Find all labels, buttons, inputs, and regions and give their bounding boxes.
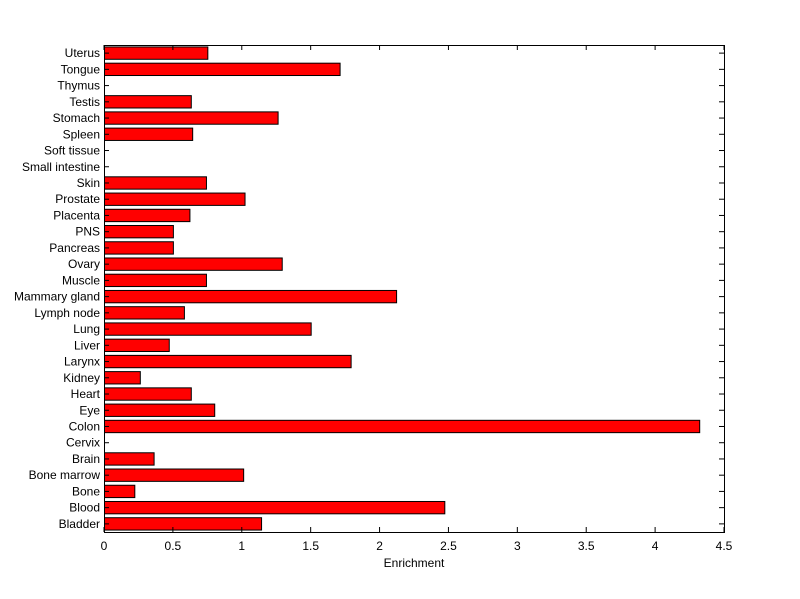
- y-tick-label-cervix: Cervix: [66, 436, 100, 450]
- x-axis-label: Enrichment: [384, 556, 445, 570]
- y-tick-label-muscle: Muscle: [62, 273, 100, 287]
- y-tick-label-eye: Eye: [79, 403, 100, 417]
- y-tick-label-stomach: Stomach: [53, 111, 100, 125]
- x-tick-label-5: 2.5: [440, 539, 457, 553]
- bar-blood: [104, 500, 446, 515]
- y-tick-label-tongue: Tongue: [61, 62, 101, 76]
- bar-tongue: [104, 62, 341, 77]
- y-tick-label-pancreas: Pancreas: [49, 241, 100, 255]
- bar-testis: [104, 95, 192, 109]
- bar-larynx: [104, 354, 352, 369]
- y-tick-label-spleen: Spleen: [63, 127, 100, 141]
- ticks-group: Bladder Blood Bone Bone marrow Brain Cervix Co…: [14, 45, 733, 553]
- bar-uterus: [104, 46, 209, 60]
- bar-stomach: [104, 111, 279, 125]
- x-tick-label-4: 2: [376, 539, 383, 553]
- plot-frame: [104, 45, 725, 533]
- bar-prostate: [104, 192, 246, 206]
- x-tick-label-6: 3: [514, 539, 521, 553]
- bar-mammary-gland: [104, 289, 398, 304]
- y-tick-label-brain: Brain: [72, 452, 100, 466]
- bar-ovary: [104, 257, 283, 271]
- y-tick-label-lymph-node: Lymph node: [34, 306, 100, 320]
- y-tick-label-bladder: Bladder: [59, 517, 100, 531]
- x-tick-label-9: 4.5: [716, 539, 733, 553]
- bar-lymph-node: [104, 306, 185, 320]
- bar-pancreas: [104, 241, 174, 255]
- y-tick-label-mammary-gland: Mammary gland: [14, 290, 100, 304]
- y-tick-label-small-intestine: Small intestine: [22, 160, 100, 174]
- bar-bone-marrow: [104, 468, 245, 482]
- x-tick-label-7: 3.5: [578, 539, 595, 553]
- y-tick-label-prostate: Prostate: [55, 192, 100, 206]
- bar-lung: [104, 322, 312, 336]
- bar-bone: [104, 484, 136, 499]
- bar-pns: [104, 225, 174, 239]
- y-tick-label-liver: Liver: [74, 338, 100, 352]
- x-tick-label-2: 1: [238, 539, 245, 553]
- x-tick-label-0: 0: [101, 539, 108, 553]
- y-tick-label-uterus: Uterus: [65, 46, 100, 60]
- y-tick-label-bone: Bone: [72, 484, 100, 498]
- y-tick-label-kidney: Kidney: [63, 371, 100, 385]
- bar-muscle: [104, 273, 207, 288]
- bar-skin: [104, 176, 207, 190]
- bar-bladder: [104, 517, 263, 531]
- bar-heart: [104, 387, 192, 401]
- y-tick-label-pns: PNS: [75, 225, 100, 239]
- bar-brain: [104, 452, 155, 466]
- y-tick-label-lung: Lung: [73, 322, 100, 336]
- bar-kidney: [104, 371, 141, 385]
- y-tick-label-bone-marrow: Bone marrow: [29, 468, 101, 482]
- bar-spleen: [104, 127, 194, 141]
- y-tick-label-testis: Testis: [69, 95, 100, 109]
- y-tick-label-placenta: Placenta: [53, 208, 100, 222]
- y-tick-label-colon: Colon: [69, 419, 100, 433]
- bar-colon: [104, 419, 701, 434]
- x-tick-label-8: 4: [652, 539, 659, 553]
- bar-liver: [104, 338, 170, 352]
- bar-placenta: [104, 208, 191, 223]
- y-tick-label-skin: Skin: [77, 176, 100, 190]
- y-tick-label-blood: Blood: [69, 501, 100, 515]
- x-tick-label-3: 1.5: [302, 539, 319, 553]
- bar-eye: [104, 403, 216, 417]
- y-tick-label-soft-tissue: Soft tissue: [44, 144, 100, 158]
- y-tick-label-ovary: Ovary: [68, 257, 100, 271]
- x-tick-label-1: 0.5: [165, 539, 182, 553]
- y-tick-label-heart: Heart: [71, 387, 101, 401]
- y-tick-label-thymus: Thymus: [57, 79, 100, 93]
- y-tick-label-larynx: Larynx: [64, 355, 100, 369]
